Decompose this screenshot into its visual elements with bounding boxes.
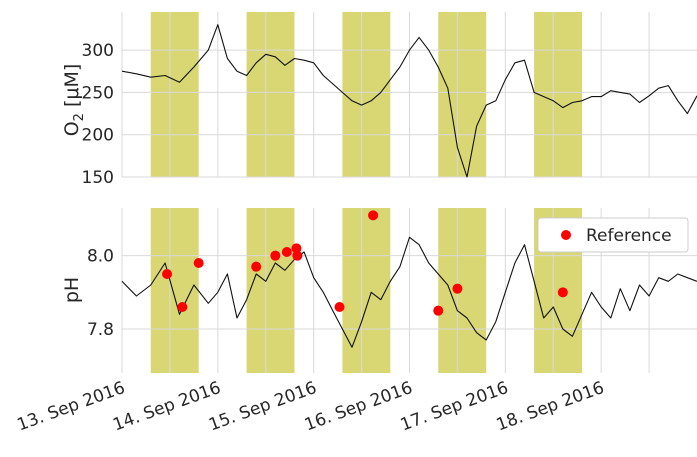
reference-point <box>452 283 463 294</box>
ph-y-tick-label: 8.0 <box>87 247 114 267</box>
o2-daylight-band <box>246 12 295 177</box>
ph-panel: 7.8 8.0 pH Reference <box>61 208 697 373</box>
legend: Reference <box>537 217 689 253</box>
x-tick-label: 16. Sep 2016 <box>302 378 415 435</box>
legend-reference-marker <box>561 230 571 240</box>
reference-point <box>193 258 204 268</box>
legend-reference-label: Reference <box>586 226 672 246</box>
ph-series-line <box>121 236 697 348</box>
o2-y-tick-label: 300 <box>82 41 114 61</box>
o2-y-tick-label: 200 <box>82 126 114 146</box>
x-tick-label: 15. Sep 2016 <box>206 378 319 435</box>
reference-point <box>291 243 302 254</box>
o2-daylight-band <box>342 12 391 177</box>
ph-y-tick-label: 7.8 <box>87 320 114 340</box>
reference-point <box>281 247 292 257</box>
reference-point <box>368 210 379 221</box>
o2-y-tick-label: 150 <box>82 168 114 188</box>
x-tick-label: 17. Sep 2016 <box>398 378 511 435</box>
x-tick-label: 14. Sep 2016 <box>110 378 223 435</box>
o2-y-tick-label: 250 <box>82 83 114 103</box>
ph-daylight-band <box>246 208 295 373</box>
x-tick-label: 13. Sep 2016 <box>15 378 128 435</box>
o2-series-line <box>121 24 697 178</box>
x-tick-label: 18. Sep 2016 <box>494 378 607 435</box>
o2-daylight-band <box>534 12 582 177</box>
o2-axis-label: O2 [μM] <box>61 64 87 137</box>
o2-daylight-band <box>438 12 487 177</box>
reference-point <box>433 305 444 316</box>
o2-panel: 150 200 250 300 O2 [μM] <box>61 12 697 188</box>
reference-point <box>251 261 262 272</box>
reference-point <box>334 302 345 312</box>
ph-daylight-band <box>438 208 487 373</box>
ph-axis-label: pH <box>61 277 83 303</box>
reference-point <box>557 287 568 298</box>
reference-point <box>177 302 188 312</box>
reference-point <box>270 250 281 261</box>
reference-point <box>292 250 303 261</box>
o2-daylight-band <box>150 12 199 177</box>
reference-point <box>162 269 173 279</box>
ph-daylight-band <box>342 208 391 373</box>
